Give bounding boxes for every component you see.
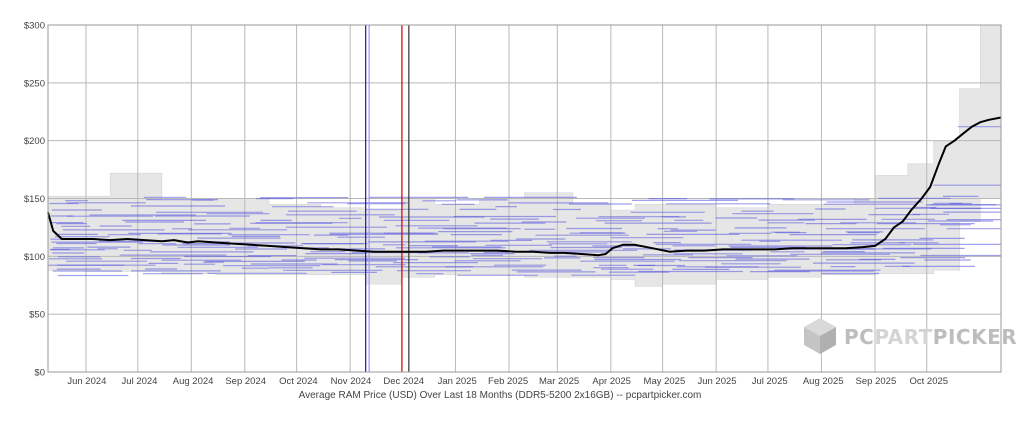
pcpartpicker-cube-icon [804,318,836,354]
average-price-line [47,116,1002,257]
vertical-markers [365,25,410,372]
x-tick-label: Nov 2024 [331,376,372,387]
y-tick-label: $100 [24,252,45,263]
watermark-text-pc: PC [844,325,874,349]
x-tick-label: Aug 2025 [803,376,844,387]
y-tick-label: $50 [29,310,45,321]
x-tick-label: May 2025 [644,376,686,387]
axes [47,24,1002,373]
y-tick-label: $0 [34,368,45,379]
x-tick-label: Mar 2025 [539,376,579,387]
plot-frame [47,24,1002,373]
svg-text:PCPARTPICKER: PCPARTPICKER [844,325,1017,349]
y-tick-label: $200 [24,136,45,147]
x-tick-label: Oct 2025 [910,376,949,387]
y-tick-label: $300 [24,21,45,32]
x-tick-label: Apr 2025 [592,376,631,387]
watermark-text-part: PART [874,325,932,349]
chart-caption: Average RAM Price (USD) Over Last 18 Mon… [299,390,702,401]
watermark-text-picker: PICKER [933,325,1017,349]
x-tick-label: Feb 2025 [488,376,528,387]
y-tick-labels: $0 $50 $100 $150 $200 $250 $300 [24,21,45,379]
x-tick-label: Jan 2025 [438,376,477,387]
x-tick-label: Sep 2024 [225,376,266,387]
x-tick-label: Jun 2025 [697,376,736,387]
x-tick-label: Dec 2024 [383,376,424,387]
y-tick-label: $250 [24,78,45,89]
y-tick-label: $150 [24,194,45,205]
x-tick-label: Jun 2024 [67,376,106,387]
pcpartpicker-watermark: PCPARTPICKER [804,318,1017,354]
x-tick-label: Oct 2024 [279,376,318,387]
x-tick-label: Aug 2024 [173,376,214,387]
average-price-series [47,116,1002,257]
x-tick-label: Jul 2024 [122,376,158,387]
x-tick-labels: Jun 2024 Jul 2024 Aug 2024 Sep 2024 Oct 2024… [67,376,948,387]
x-tick-label: Jul 2025 [752,376,788,387]
x-tick-label: Sep 2025 [856,376,897,387]
